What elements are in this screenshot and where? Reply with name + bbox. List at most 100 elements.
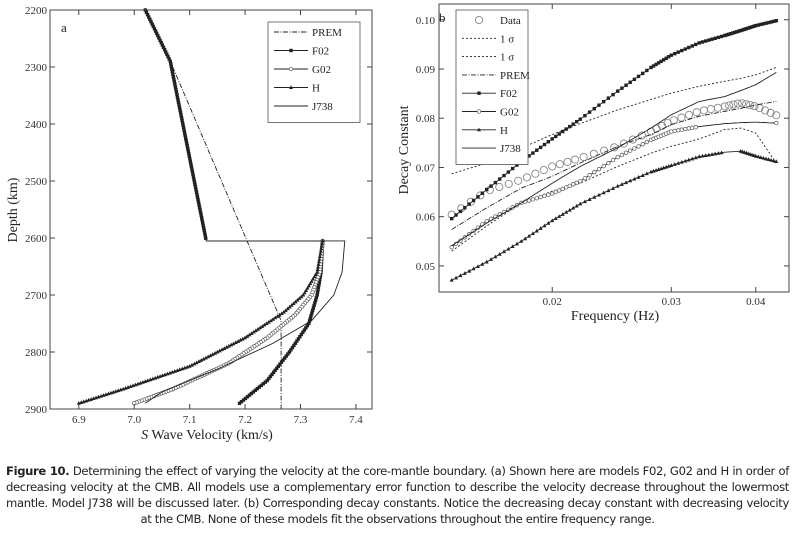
circle-marker — [676, 128, 681, 133]
triangle-marker — [249, 331, 254, 335]
triangle-marker — [271, 317, 276, 321]
square-marker — [255, 386, 260, 391]
circle-marker — [693, 125, 698, 130]
square-marker — [304, 326, 308, 330]
square-marker — [744, 27, 749, 31]
triangle-marker — [86, 397, 91, 402]
triangle-marker — [302, 290, 307, 295]
square-marker — [578, 117, 582, 121]
triangle-marker — [118, 387, 123, 392]
square-marker — [144, 10, 149, 15]
triangle-marker — [553, 216, 558, 221]
square-marker — [735, 30, 739, 34]
circle-marker — [592, 170, 597, 175]
square-marker — [191, 175, 196, 179]
square-marker — [199, 216, 204, 220]
square-marker — [502, 173, 506, 178]
circle-marker — [571, 182, 576, 187]
square-marker — [156, 33, 160, 38]
triangle-marker — [111, 390, 116, 394]
square-marker — [176, 100, 181, 105]
triangle-marker — [454, 275, 459, 280]
square-marker — [624, 83, 628, 87]
triangle-marker — [774, 159, 779, 164]
square-marker — [188, 157, 192, 161]
square-marker — [312, 303, 316, 308]
square-marker — [554, 134, 558, 139]
triangle-marker — [458, 273, 463, 278]
circle-marker — [669, 129, 674, 134]
square-marker — [171, 74, 176, 79]
triangle-marker — [187, 364, 192, 368]
data-marker — [737, 99, 747, 108]
square-marker — [253, 388, 258, 392]
square-marker — [245, 395, 250, 399]
square-marker — [186, 149, 190, 153]
square-marker — [166, 54, 170, 59]
square-marker — [317, 283, 321, 287]
square-marker — [645, 68, 649, 73]
x-axis-label: Frequency (Hz) — [571, 309, 660, 324]
data-marker — [539, 166, 548, 175]
circle-marker — [619, 152, 625, 158]
triangle-marker — [158, 374, 163, 378]
triangle-marker — [297, 296, 302, 300]
series-data — [447, 99, 781, 219]
square-marker — [308, 316, 313, 321]
triangle-marker — [312, 274, 317, 279]
triangle-marker — [273, 315, 278, 320]
square-marker — [315, 293, 319, 297]
triangle-marker — [103, 392, 108, 397]
square-marker — [273, 368, 277, 373]
square-marker — [664, 56, 668, 60]
y-tick-label: 2700 — [25, 290, 48, 302]
square-marker — [538, 145, 543, 150]
legend-item: F02 — [462, 88, 517, 100]
triangle-marker — [175, 368, 180, 372]
triangle-marker — [215, 349, 220, 354]
square-marker — [162, 47, 167, 52]
square-marker — [535, 148, 539, 152]
triangle-marker — [449, 277, 454, 282]
square-marker — [192, 177, 196, 181]
square-marker — [738, 28, 743, 33]
square-marker — [192, 180, 197, 184]
square-marker — [261, 382, 265, 386]
circle-marker — [553, 189, 558, 195]
triangle-marker — [624, 180, 629, 185]
square-marker — [265, 378, 269, 383]
triangle-marker — [753, 153, 758, 158]
square-marker — [632, 77, 637, 82]
square-marker — [187, 151, 191, 156]
triangle-marker — [143, 379, 148, 383]
triangle-marker — [133, 382, 138, 387]
square-marker — [458, 209, 463, 214]
square-marker — [278, 362, 282, 366]
square-marker — [178, 108, 182, 112]
triangle-marker — [676, 161, 681, 165]
triangle-marker — [98, 393, 103, 398]
square-marker — [318, 278, 322, 282]
square-marker — [189, 162, 193, 166]
square-marker — [449, 216, 454, 221]
triangle-marker — [243, 335, 248, 340]
series-h — [449, 149, 779, 282]
square-marker — [251, 390, 256, 394]
data-marker — [531, 169, 540, 178]
square-marker — [270, 372, 274, 377]
data-marker — [619, 139, 628, 148]
square-marker — [176, 98, 180, 102]
triangle-marker — [697, 154, 702, 159]
square-marker — [616, 89, 620, 93]
triangle-marker — [135, 381, 140, 386]
circle-marker — [632, 146, 637, 151]
triangle-marker — [289, 85, 293, 89]
series-1σ — [451, 67, 777, 175]
square-marker — [174, 87, 178, 92]
square-marker — [454, 213, 458, 217]
data-marker — [720, 102, 729, 111]
square-marker — [746, 26, 750, 30]
data-marker — [571, 155, 580, 164]
square-marker — [191, 172, 195, 176]
triangle-marker — [571, 205, 576, 210]
